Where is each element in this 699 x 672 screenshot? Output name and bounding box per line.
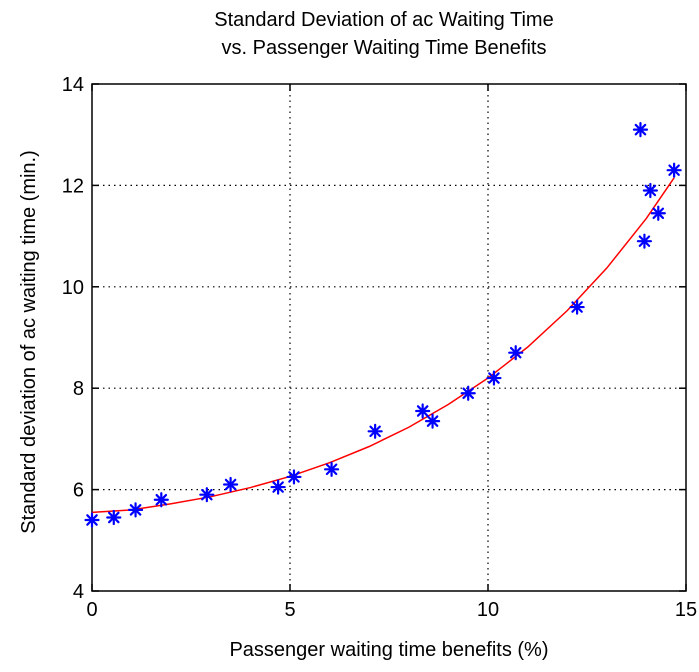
data-point bbox=[650, 205, 666, 221]
y-tick-label: 4 bbox=[73, 581, 84, 603]
data-point bbox=[153, 492, 169, 508]
y-tick-label: 10 bbox=[62, 277, 84, 299]
x-tick-label: 0 bbox=[86, 599, 97, 621]
data-point-stroke bbox=[426, 415, 439, 427]
axes bbox=[91, 83, 687, 592]
data-point-stroke bbox=[416, 405, 429, 417]
x-tick-label: 15 bbox=[675, 599, 697, 621]
data-point bbox=[199, 487, 215, 503]
data-point-stroke bbox=[201, 488, 213, 501]
chart-title: Standard Deviation of ac Waiting Time bbox=[214, 9, 553, 31]
x-axis-label: Passenger waiting time benefits (%) bbox=[229, 639, 548, 661]
data-point-stroke bbox=[634, 123, 647, 136]
data-point-stroke bbox=[325, 463, 338, 476]
data-point bbox=[486, 370, 502, 386]
data-point-stroke bbox=[369, 425, 381, 438]
data-point-stroke bbox=[509, 346, 522, 359]
ticks: 0 5 10 15 4 6 8 10 12 14 bbox=[62, 74, 697, 621]
data-point bbox=[666, 162, 682, 178]
data-point bbox=[286, 469, 302, 485]
data-point bbox=[323, 461, 340, 477]
data-point-stroke bbox=[652, 207, 665, 220]
data-point bbox=[460, 385, 476, 401]
data-point bbox=[127, 502, 144, 518]
y-tick-label: 6 bbox=[73, 480, 84, 502]
data-point-stroke bbox=[272, 481, 284, 493]
data-point bbox=[424, 413, 441, 429]
data-point-stroke bbox=[129, 504, 142, 516]
data-point bbox=[106, 509, 122, 526]
plot-frame bbox=[91, 83, 687, 592]
y-tick-label: 8 bbox=[73, 378, 84, 400]
x-tick-label: 10 bbox=[477, 599, 499, 621]
data-point-stroke bbox=[644, 184, 657, 197]
y-tick-label: 14 bbox=[62, 74, 84, 96]
chart-subtitle: vs. Passenger Waiting Time Benefits bbox=[222, 37, 547, 59]
data-point bbox=[632, 122, 649, 138]
series bbox=[84, 122, 682, 528]
data-point bbox=[636, 233, 653, 249]
data-point-stroke bbox=[107, 511, 120, 524]
data-point bbox=[508, 345, 524, 361]
fit-curve-line bbox=[91, 177, 675, 514]
grid bbox=[92, 84, 686, 591]
data-point bbox=[569, 299, 585, 315]
data-point-stroke bbox=[668, 164, 680, 176]
data-point-stroke bbox=[288, 471, 300, 483]
data-point bbox=[223, 476, 239, 493]
data-point-stroke bbox=[571, 301, 583, 313]
data-point bbox=[270, 479, 286, 495]
data-point bbox=[415, 403, 431, 419]
data-point bbox=[642, 182, 658, 199]
x-tick-label: 5 bbox=[284, 599, 295, 621]
data-point bbox=[367, 423, 383, 439]
data-point bbox=[84, 512, 100, 528]
y-axis-label: Standard deviation of ac waiting time (m… bbox=[18, 150, 40, 534]
y-tick-label: 12 bbox=[62, 175, 84, 197]
data-point-stroke bbox=[462, 387, 474, 400]
data-point-stroke bbox=[224, 478, 237, 491]
data-point-stroke bbox=[638, 235, 651, 247]
data-point-stroke bbox=[86, 514, 98, 526]
data-point-stroke bbox=[155, 493, 168, 506]
data-point-stroke bbox=[488, 372, 500, 384]
